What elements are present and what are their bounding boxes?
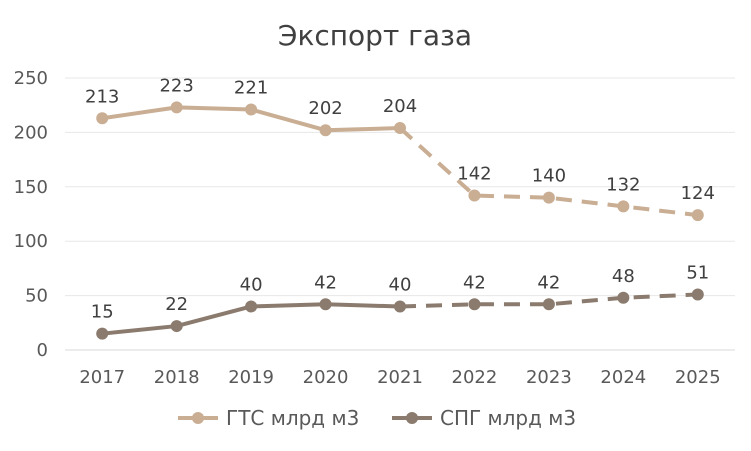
- x-tick-label: 2017: [79, 367, 125, 388]
- x-tick-label: 2023: [526, 367, 572, 388]
- data-point: [319, 298, 332, 311]
- legend-label: ГТС млрд м3: [226, 406, 359, 430]
- x-tick-label: 2025: [675, 367, 721, 388]
- data-point: [170, 320, 183, 333]
- data-label: 202: [308, 98, 342, 119]
- data-label: 40: [240, 274, 263, 295]
- data-label: 221: [234, 78, 268, 99]
- data-point: [394, 122, 406, 135]
- data-label: 15: [91, 302, 114, 323]
- data-label: 40: [389, 274, 412, 295]
- data-point: [245, 103, 258, 116]
- legend: ГТС млрд м3 СПГ млрд м3: [178, 406, 576, 430]
- data-point: [691, 288, 704, 301]
- data-point: [617, 291, 630, 304]
- data-label: 42: [314, 272, 337, 293]
- x-tick-label: 2020: [303, 367, 349, 388]
- data-label: 132: [606, 174, 640, 195]
- data-label: 51: [686, 263, 709, 284]
- y-tick-label: 250: [14, 68, 48, 89]
- data-point: [468, 189, 481, 202]
- x-tick-label: 2019: [228, 367, 274, 388]
- data-point: [542, 191, 555, 204]
- y-tick-label: 50: [25, 286, 48, 307]
- data-label: 204: [383, 96, 417, 117]
- data-point: [691, 209, 704, 222]
- data-label: 140: [532, 166, 566, 187]
- legend-label: СПГ млрд м3: [440, 406, 576, 430]
- data-point: [96, 112, 109, 125]
- y-tick-label: 0: [37, 340, 48, 361]
- x-tick-label: 2018: [154, 367, 200, 388]
- legend-swatch-marker: [406, 412, 418, 424]
- series-line-dashed: [399, 292, 698, 309]
- data-point: [170, 101, 183, 114]
- data-point: [319, 124, 332, 137]
- y-tick-label: 200: [14, 122, 48, 143]
- data-label: 48: [612, 266, 635, 287]
- series-line-dashed: [398, 126, 699, 218]
- data-point: [617, 200, 630, 213]
- data-point: [542, 298, 555, 311]
- series-layer: [96, 101, 704, 340]
- data-label: 42: [537, 272, 560, 293]
- y-axis: 0 50 100 150 200 250: [14, 68, 48, 361]
- x-tick-label: 2024: [600, 367, 646, 388]
- data-labels: 213 223 221 202 204 142 140 132 124 15 22 40 42 40 42 4…: [85, 75, 715, 322]
- data-label: 124: [681, 183, 715, 204]
- data-label: 42: [463, 272, 486, 293]
- y-tick-label: 150: [14, 177, 48, 198]
- x-tick-label: 2022: [452, 367, 498, 388]
- data-label: 213: [85, 86, 119, 107]
- data-point: [394, 300, 406, 313]
- data-point: [96, 327, 109, 340]
- x-tick-label: 2021: [377, 367, 423, 388]
- data-point: [468, 298, 481, 311]
- data-label: 22: [165, 294, 188, 315]
- data-label: 142: [457, 164, 491, 185]
- y-tick-label: 100: [14, 231, 48, 252]
- x-axis: 2017 2018 2019 2020 2021 2022 2023 2024 2025: [79, 367, 720, 388]
- data-point: [245, 300, 258, 313]
- data-label: 223: [159, 75, 193, 96]
- legend-swatch-marker: [192, 412, 204, 424]
- chart-title: Экспорт газа: [278, 19, 472, 52]
